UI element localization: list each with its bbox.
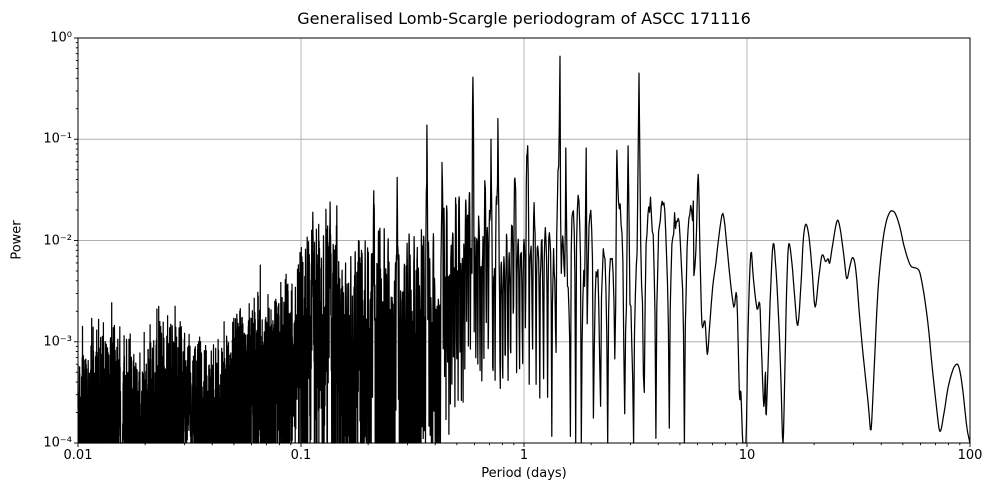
plot-border (77, 37, 971, 444)
y-tick-label-1e-3: 10⁻³ (43, 334, 72, 350)
x-tick-label-0.1: 0.1 (290, 448, 312, 463)
x-axis-label: Period (days) (481, 466, 567, 481)
x-tick-label-10: 10 (738, 448, 756, 463)
y-tick-label-1e-4: 10⁻⁴ (43, 435, 72, 451)
y-tick-label-1e-2: 10⁻² (43, 233, 72, 248)
periodogram-curve (77, 55, 971, 444)
chart-title: Generalised Lomb-Scargle periodogram of … (297, 9, 751, 28)
x-tick-label-1: 1 (519, 448, 529, 463)
y-tick-label-1e0: 10⁰ (50, 30, 72, 46)
y-tick-label-1e-1: 10⁻¹ (43, 131, 72, 147)
x-tick-label-0.01: 0.01 (63, 448, 93, 463)
x-tick-label-100: 100 (957, 448, 983, 463)
